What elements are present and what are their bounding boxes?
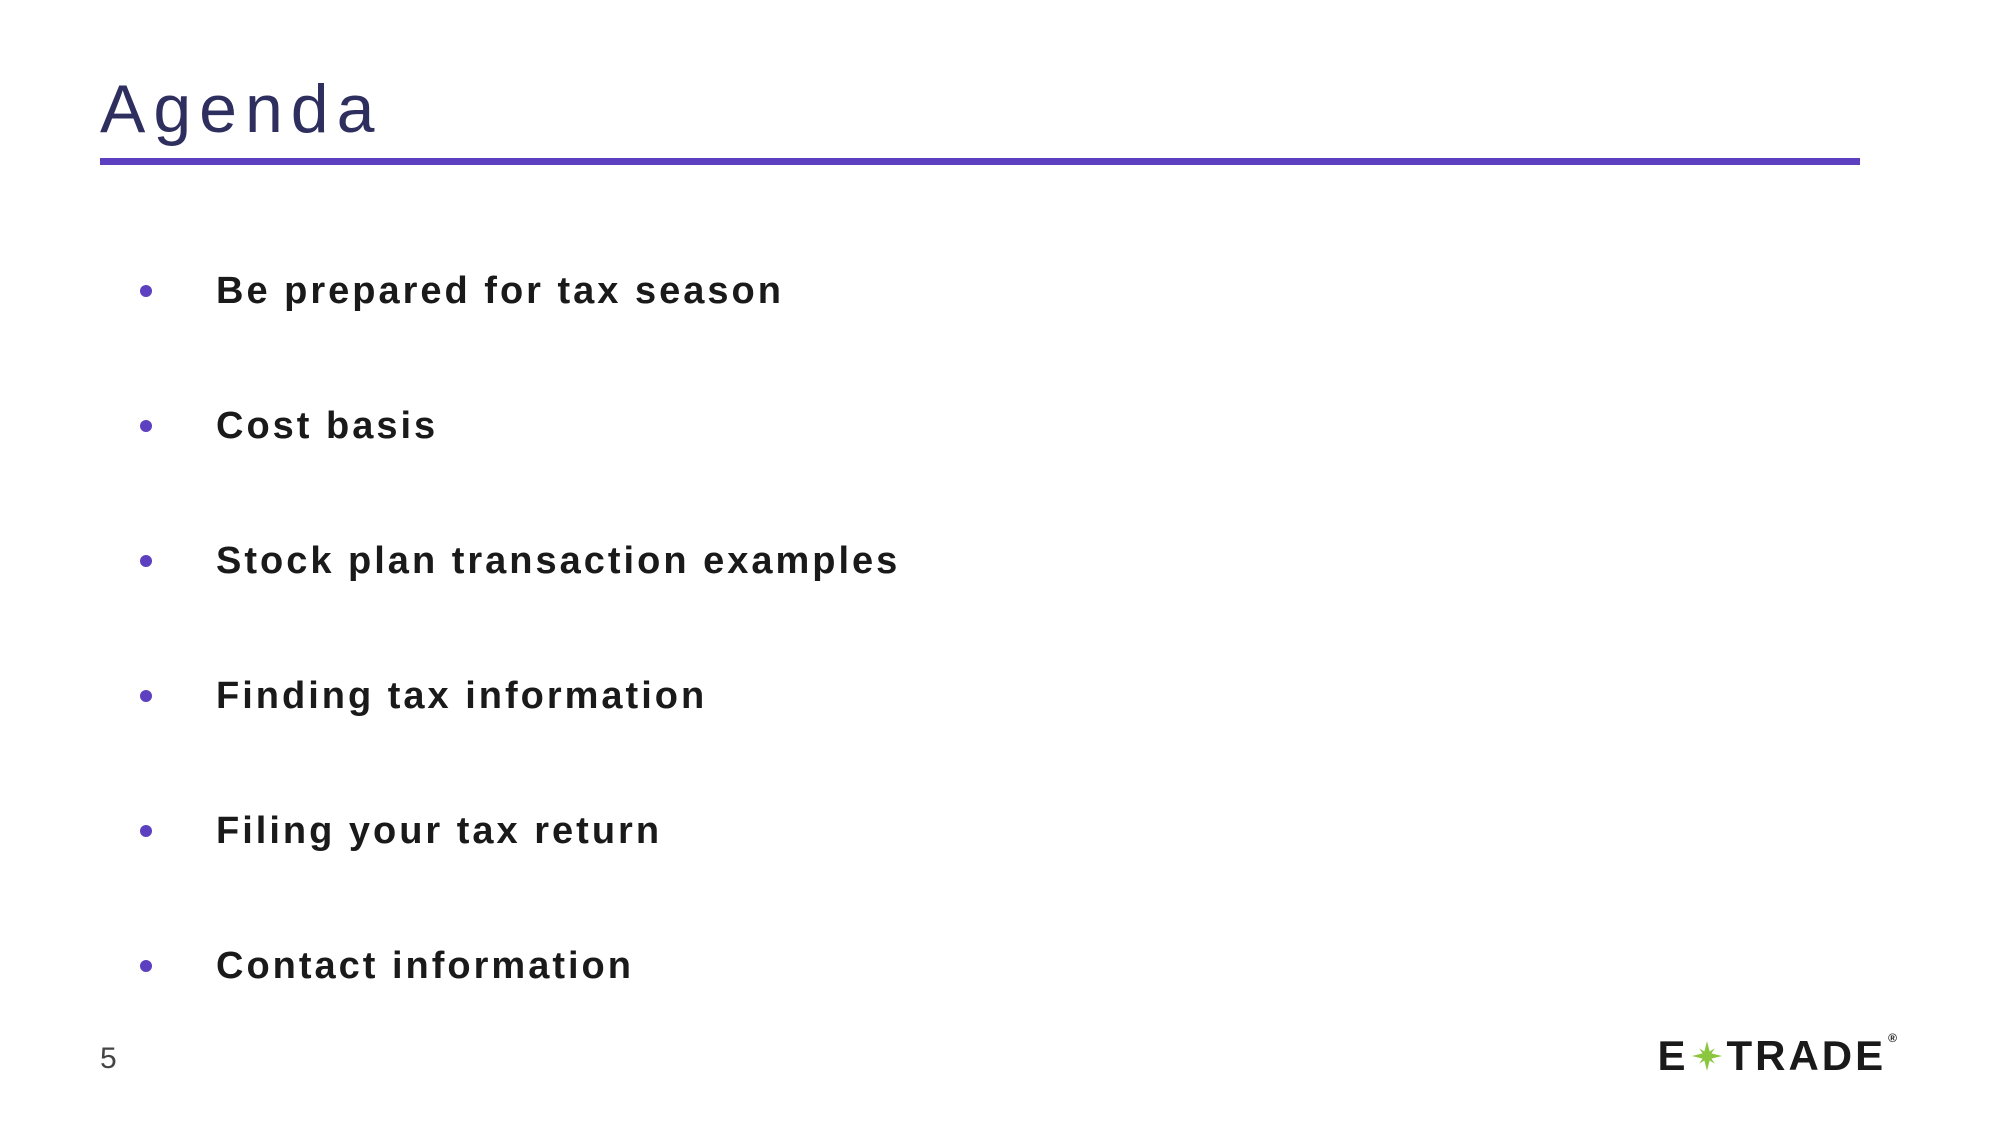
page-number: 5 <box>100 1042 117 1076</box>
list-item: Finding tax information <box>140 675 1740 718</box>
logo-text-right: TRADE <box>1726 1032 1886 1080</box>
list-item: Be prepared for tax season <box>140 270 1740 313</box>
bullet-dot-icon <box>140 555 152 567</box>
bullet-text: Stock plan transaction examples <box>216 540 900 583</box>
bullet-dot-icon <box>140 285 152 297</box>
bullet-dot-icon <box>140 960 152 972</box>
bullet-text: Filing your tax return <box>216 810 662 853</box>
slide: Agenda Be prepared for tax season Cost b… <box>0 0 2000 1124</box>
list-item: Stock plan transaction examples <box>140 540 1740 583</box>
list-item: Filing your tax return <box>140 810 1740 853</box>
logo-text-left: E <box>1657 1032 1688 1080</box>
title-divider <box>100 158 1860 165</box>
slide-title: Agenda <box>100 70 382 148</box>
brand-logo: E TRADE ® <box>1657 1032 1900 1080</box>
star-icon <box>1690 1039 1724 1073</box>
bullet-dot-icon <box>140 690 152 702</box>
list-item: Contact information <box>140 945 1740 988</box>
bullet-list: Be prepared for tax season Cost basis St… <box>140 270 1740 1080</box>
bullet-dot-icon <box>140 825 152 837</box>
bullet-text: Contact information <box>216 945 634 988</box>
logo-trademark: ® <box>1888 1031 1900 1045</box>
list-item: Cost basis <box>140 405 1740 448</box>
bullet-text: Cost basis <box>216 405 438 448</box>
bullet-text: Finding tax information <box>216 675 707 718</box>
bullet-text: Be prepared for tax season <box>216 270 784 313</box>
bullet-dot-icon <box>140 420 152 432</box>
